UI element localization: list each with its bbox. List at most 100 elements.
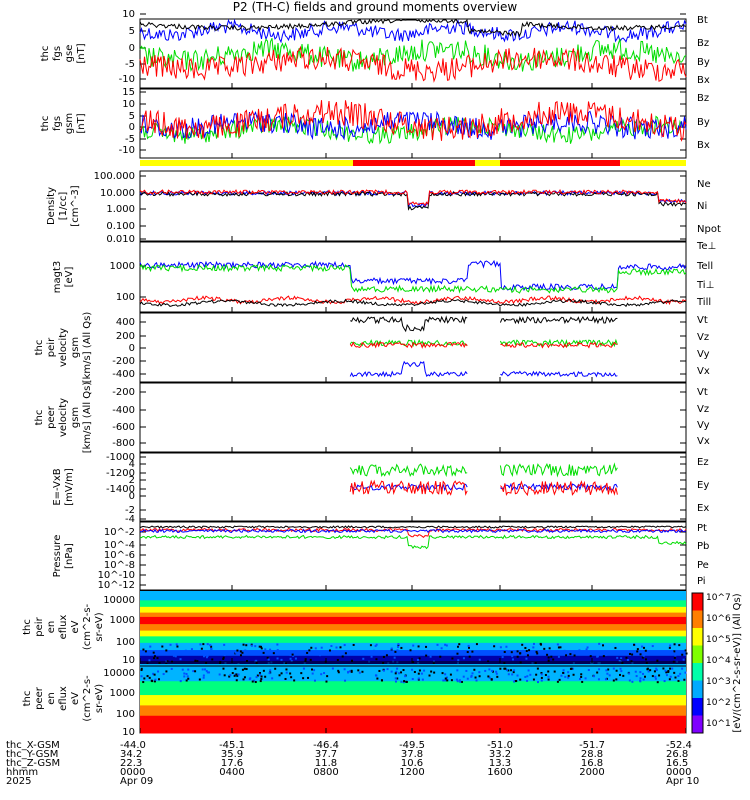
spectrogram-cell [278, 674, 281, 677]
spectrogram-cell [205, 670, 208, 673]
xaxis-value: 37.8 [401, 749, 423, 760]
panel-frame [139, 241, 687, 313]
spectrogram-cell [633, 651, 636, 654]
spectrogram-cell [656, 681, 659, 684]
spectrogram-cell [362, 657, 365, 660]
spectrogram-cell [311, 672, 314, 675]
spectrogram-cell [468, 652, 471, 655]
spectrogram-cell [390, 650, 393, 653]
ytick-label: 10 [122, 99, 135, 110]
spectrogram-cell [176, 645, 179, 648]
spectrogram-cell [375, 643, 378, 646]
spectrogram-cell [669, 667, 672, 670]
xaxis-value: 26.8 [666, 749, 688, 760]
ytick-label: 100.000 [94, 171, 135, 182]
spectrogram-cell [567, 674, 570, 677]
spectrogram-cell [519, 678, 522, 681]
spectrogram-cell [642, 678, 645, 681]
ytick-label: 0 [129, 43, 135, 54]
ytick-label: 0 [129, 122, 135, 133]
xaxis-row-label: thc_Z-GSM [6, 758, 60, 769]
x-axis-labels: thc_X-GSM -44.0 -45.1 -46.4 -49.5 -51.0 -51.7 -… [6, 740, 699, 787]
spectrogram-cell [636, 650, 639, 653]
spectrogram-cell [400, 646, 403, 649]
spectrogram-cell [396, 677, 399, 680]
spectrogram-cell [194, 670, 197, 673]
ytick-label: 2 [129, 475, 135, 486]
spectrogram-cell [674, 676, 677, 679]
spectrogram-cell [148, 659, 151, 662]
spectrogram-cell [206, 643, 209, 646]
spectrogram-cell [563, 649, 566, 652]
spectrogram-cell [328, 649, 331, 652]
spectrogram-cell [290, 660, 293, 663]
ylabel-4: [km/s] (All Qs) [82, 312, 93, 384]
spectrogram-cell [526, 654, 529, 657]
spectrogram-cell [313, 679, 316, 682]
ylabel-3: eflux [58, 615, 69, 640]
spectrogram-cell [268, 672, 271, 675]
spectrogram-band [140, 695, 686, 706]
spectrogram-cell [325, 680, 328, 683]
spectrogram-cell [236, 649, 239, 652]
xaxis-value: 2000 [579, 767, 604, 778]
legend-Pe: Pe [697, 560, 709, 571]
spectrogram-cell [153, 655, 156, 658]
spectrogram-cell [505, 645, 508, 648]
spectrogram-cell [639, 671, 642, 674]
legend-Pb: Pb [697, 541, 709, 552]
spectrogram-cell [304, 658, 307, 661]
spectrogram-cell [667, 670, 670, 673]
spectrogram-cell [496, 675, 499, 678]
spectrogram-cell [642, 672, 645, 675]
spectrogram-cell [227, 650, 230, 653]
colorbar-frame [691, 592, 704, 734]
panel-frame [139, 170, 687, 242]
xaxis-value: Apr 09 [120, 776, 153, 787]
spectrogram-cell [532, 642, 535, 645]
spectrogram-cell [149, 645, 152, 648]
ytick-label: -2 [125, 505, 135, 516]
spectrogram-cell [540, 671, 543, 674]
spectrogram-cell [413, 670, 416, 673]
spectrogram-cell [516, 650, 519, 653]
spectrogram-cell [647, 670, 650, 673]
spectrogram-cell [564, 675, 567, 678]
spectrogram-cell [619, 660, 622, 663]
spectrogram-cell [511, 673, 514, 676]
spectrogram-cell [620, 670, 623, 673]
spectrogram-cell [310, 646, 313, 649]
colorbar-cell [692, 645, 703, 664]
spectrogram-cell [612, 667, 615, 670]
spectrogram-cell [552, 658, 555, 661]
spectrogram-cell [654, 675, 657, 678]
series-line [139, 525, 687, 529]
spectrogram-cell [458, 643, 461, 646]
spectrogram-cell [598, 668, 601, 671]
ylabel-0: thc [34, 340, 45, 356]
spectrogram-cell [436, 643, 439, 646]
colorbar-tick: 10^1 [706, 719, 731, 729]
spectrogram-cell [440, 647, 443, 650]
legend-By: By [697, 57, 710, 68]
colorbar-label: [eV/(cm^2-s-sr-eV)] (All Qs) [732, 593, 743, 732]
spectrogram-cell [491, 669, 494, 672]
spectrogram-cell [462, 650, 465, 653]
spectrogram-cell [400, 680, 403, 683]
spectrogram-cell [323, 672, 326, 675]
spectrogram-cell [375, 658, 378, 661]
spectrogram-cell [260, 645, 263, 648]
ytick-label: -400 [112, 405, 135, 416]
colorbar: 10^7 10^6 10^5 10^4 10^3 10^2 10^1 [eV/(cm^2-s-… [691, 592, 743, 734]
spectrogram-cell [673, 656, 676, 659]
panel-frame [139, 452, 687, 522]
xaxis-value: -52.4 [666, 740, 692, 751]
spectrogram-cell [505, 669, 508, 672]
spectrogram-cell [256, 674, 259, 677]
colorbar-cell [692, 715, 703, 734]
series-line [349, 341, 468, 349]
spectrogram-cell [628, 652, 631, 655]
spectrogram-cell [460, 680, 463, 683]
series-line [349, 463, 468, 478]
spectrogram-cell [253, 679, 256, 682]
